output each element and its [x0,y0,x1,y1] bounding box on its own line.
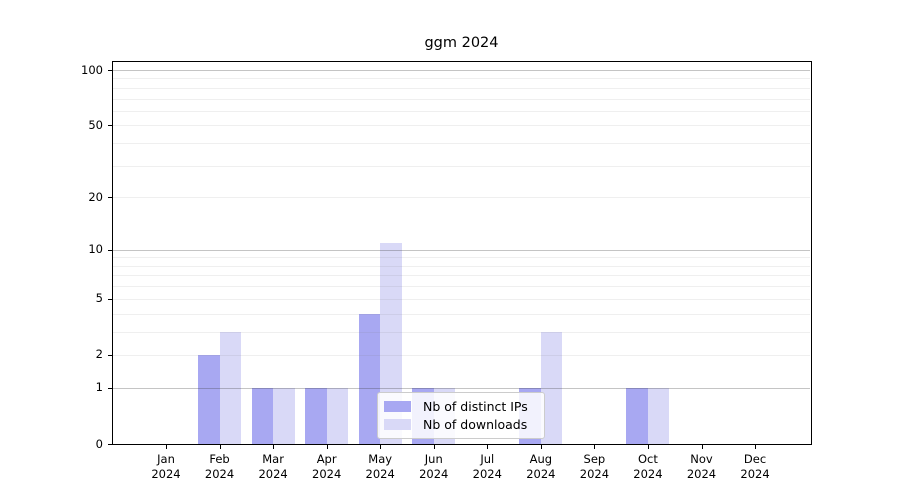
y-tick-label-100: 100 [81,62,103,77]
x-tick-mark-feb [219,445,221,449]
x-tick-label-nov: Nov 2024 [686,452,717,481]
x-tick-label-jun: Jun 2024 [419,452,449,481]
bar-downloads-aug [540,331,563,444]
x-tick-label-dec: Dec 2024 [740,452,770,481]
y-tick-label-10: 10 [88,242,103,257]
x-tick-label-jul: Jul 2024 [472,452,502,481]
bar-distinct-ips-may [358,313,381,444]
minor-gridline-80 [113,87,810,89]
minor-gridline-20 [113,197,810,199]
minor-gridline-4 [113,313,810,315]
minor-gridline-5 [113,298,810,300]
y-tick-mark-2 [108,354,112,356]
major-gridline-100 [113,70,810,71]
legend-entry-downloads: Nb of downloads [384,416,536,433]
bar-downloads-mar [273,387,295,444]
x-tick-mark-mar [273,445,275,449]
x-tick-label-oct: Oct 2024 [633,452,663,481]
y-tick-mark-50 [108,125,112,127]
y-tick-label-50: 50 [88,117,103,132]
y-tick-label-0: 0 [95,436,103,451]
minor-gridline-3 [113,331,810,333]
x-tick-mark-apr [326,445,328,449]
y-tick-mark-5 [108,298,112,300]
x-tick-mark-jun [433,445,435,449]
bar-downloads-feb [219,331,242,444]
x-tick-label-apr: Apr 2024 [312,452,342,481]
major-gridline-10 [113,249,810,251]
x-tick-label-jan: Jan 2024 [151,452,181,481]
y-tick-label-5: 5 [95,291,103,306]
y-tick-mark-20 [108,197,112,199]
legend-swatch-distinct-ips-icon [384,401,411,412]
y-tick-mark-1 [108,387,112,389]
y-tick-label-2: 2 [95,347,103,362]
minor-gridline-6 [113,286,810,288]
y-tick-mark-100 [108,70,112,71]
x-tick-label-sep: Sep 2024 [579,452,610,481]
x-tick-label-aug: Aug 2024 [526,452,556,481]
bar-distinct-ips-oct [626,387,648,444]
legend-label-distinct-ips: Nb of distinct IPs [423,399,528,414]
legend-label-downloads: Nb of downloads [423,417,528,432]
bar-distinct-ips-mar [251,387,274,444]
x-tick-mark-jul [487,445,489,449]
bar-downloads-oct [647,387,670,444]
x-tick-label-feb: Feb 2024 [204,452,235,481]
minor-gridline-30 [113,165,810,167]
minor-gridline-9 [113,257,810,259]
y-tick-label-20: 20 [88,189,103,204]
x-tick-label-mar: Mar 2024 [258,452,288,481]
legend-swatch-downloads-icon [384,419,411,430]
minor-gridline-8 [113,265,810,267]
y-tick-label-1: 1 [95,380,103,395]
minor-gridline-60 [113,110,810,112]
legend: Nb of distinct IPs Nb of downloads [377,392,545,439]
legend-entry-distinct-ips: Nb of distinct IPs [384,398,536,415]
bar-downloads-apr [326,387,349,444]
x-tick-mark-nov [701,445,703,449]
bar-distinct-ips-feb [198,354,220,444]
y-tick-mark-0 [108,444,112,445]
y-tick-mark-10 [108,249,112,251]
minor-gridline-90 [113,78,810,80]
x-tick-mark-sep [594,445,596,449]
minor-gridline-70 [113,98,810,100]
minor-gridline-7 [113,275,810,277]
x-tick-mark-oct [647,445,649,449]
x-tick-mark-dec [755,445,757,449]
x-tick-mark-may [380,445,382,449]
x-tick-label-may: May 2024 [365,452,395,481]
bar-distinct-ips-apr [305,387,327,444]
minor-gridline-2 [113,354,810,356]
minor-gridline-50 [113,125,810,127]
x-tick-mark-aug [540,445,542,449]
major-gridline-1 [113,387,810,389]
chart-title: ggm 2024 [424,35,499,51]
x-tick-mark-jan [166,445,167,449]
minor-gridline-40 [113,143,810,145]
